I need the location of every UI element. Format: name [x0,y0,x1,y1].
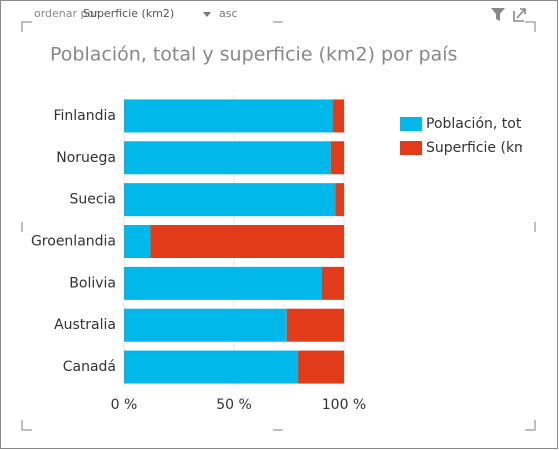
bar-segment [335,183,344,217]
legend-swatch [400,141,422,155]
y-tick-label: Australia [54,317,116,333]
bar-segment [124,183,336,217]
bar-segment [124,350,298,384]
sort-order[interactable]: asc [219,7,238,20]
sort-label: ordenar por [34,7,99,20]
y-tick-label: Canadá [63,359,116,375]
sort-field[interactable]: Superficie (km2) [83,7,174,20]
focus-icon[interactable] [513,8,526,22]
legend-label: Superficie (km2) [426,140,542,156]
bar-segment [124,308,287,342]
y-tick-label: Noruega [56,150,116,166]
bar-segment [124,225,151,258]
y-tick-label: Finlandia [54,108,117,124]
selection-corners [21,21,536,431]
bar-segment [330,141,344,175]
bar-segment [150,225,344,258]
bar-segment [297,350,344,384]
chart-title: Población, total y superficie (km2) por … [50,44,457,66]
bar-segment [286,308,344,342]
x-tick-label: 100 % [322,397,366,413]
bar-segment [124,99,333,133]
bar-segment [322,266,344,300]
legend-swatch [400,117,422,131]
bar-segment [333,99,344,133]
y-tick-label: Bolivia [69,275,116,291]
bar-segment [124,141,331,175]
y-tick-label: Suecia [69,192,116,208]
x-tick-label: 50 % [216,397,252,413]
x-tick-label: 0 % [111,397,138,413]
sort-dropdown[interactable] [203,12,211,17]
filter-icon[interactable] [491,8,505,21]
y-tick-label: Groenlandia [31,234,116,250]
legend-label: Población, total [426,116,534,132]
bar-segment [124,266,322,300]
